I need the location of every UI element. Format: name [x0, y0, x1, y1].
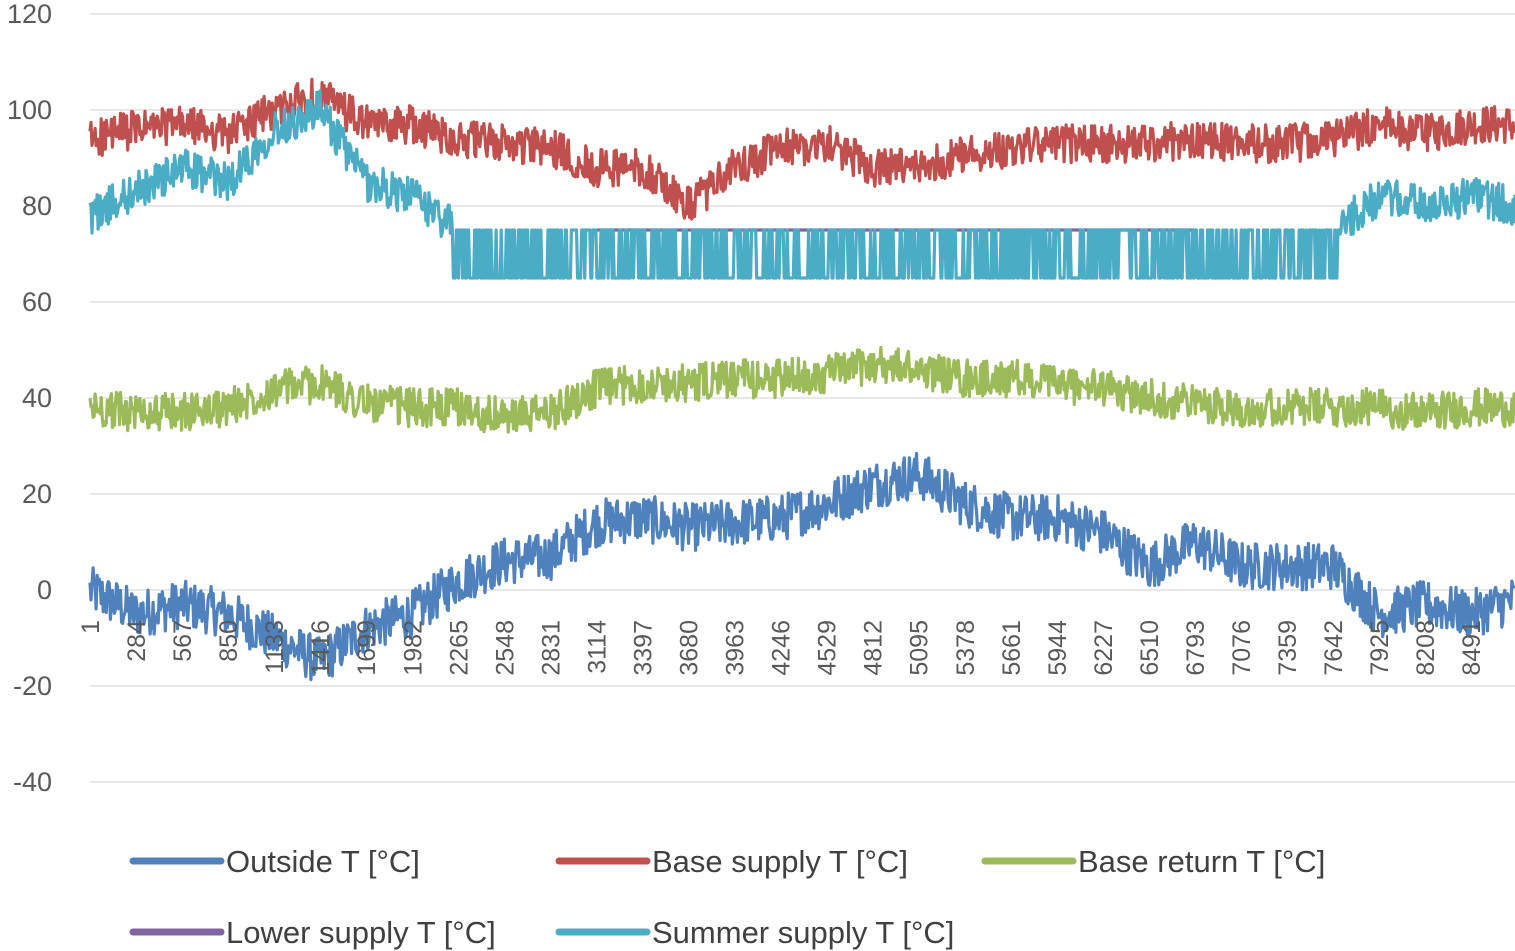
x-tick-label-2548: 2548: [491, 620, 519, 676]
y-tick-label--40: -40: [13, 767, 52, 797]
y-axis-tick-labels: -40 -20 0 20 40 60 80 100 120: [7, 0, 52, 797]
x-tick-label-1416: 1416: [307, 620, 335, 676]
x-tick-label-6793: 6793: [1182, 620, 1210, 676]
x-tick-label-6510: 6510: [1136, 620, 1164, 676]
y-tick-label-100: 100: [7, 95, 52, 125]
x-tick-label-2265: 2265: [445, 620, 473, 676]
x-tick-label-284: 284: [123, 620, 151, 662]
x-tick-label-5095: 5095: [906, 620, 934, 676]
x-tick-label-2831: 2831: [537, 620, 565, 676]
legend-label-3: Lower supply T [°C]: [226, 915, 496, 950]
legend: Outside T [°C] Base supply T [°C] Base ret…: [129, 844, 1325, 950]
x-tick-label-850: 850: [215, 620, 243, 662]
legend-label-4: Summer supply T [°C]: [652, 915, 954, 950]
x-tick-label-5944: 5944: [1044, 620, 1072, 676]
y-tick-label--20: -20: [13, 671, 52, 701]
x-tick-label-5378: 5378: [952, 620, 980, 676]
y-tick-label-40: 40: [22, 383, 52, 413]
y-tick-label-120: 120: [7, 0, 52, 29]
y-tick-label-60: 60: [22, 287, 52, 317]
series-lines: [88, 77, 1515, 682]
x-tick-label-1: 1: [77, 620, 105, 634]
x-tick-label-3963: 3963: [722, 620, 750, 676]
x-tick-label-7642: 7642: [1320, 620, 1348, 676]
x-tick-label-4529: 4529: [814, 620, 842, 676]
x-tick-label-1699: 1699: [353, 620, 381, 676]
x-tick-label-4812: 4812: [860, 620, 888, 676]
x-tick-label-7076: 7076: [1228, 620, 1256, 676]
x-tick-label-4246: 4246: [768, 620, 796, 676]
x-tick-label-5661: 5661: [998, 620, 1026, 676]
x-tick-label-567: 567: [169, 620, 197, 662]
y-tick-label-0: 0: [37, 575, 52, 605]
legend-label-0: Outside T [°C]: [226, 844, 420, 879]
legend-label-2: Base return T [°C]: [1078, 844, 1325, 879]
x-tick-label-3397: 3397: [629, 620, 657, 676]
x-tick-label-8208: 8208: [1412, 620, 1440, 676]
x-tick-label-7359: 7359: [1274, 620, 1302, 676]
gridlines: [90, 13, 1515, 783]
series-line-2: [88, 345, 1515, 434]
series-line-1: [88, 77, 1515, 221]
series-line-4: [88, 89, 1515, 280]
x-tick-label-7925: 7925: [1366, 620, 1394, 676]
y-tick-label-80: 80: [22, 191, 52, 221]
x-tick-label-6227: 6227: [1090, 620, 1118, 676]
x-tick-label-3680: 3680: [676, 620, 704, 676]
x-tick-label-1982: 1982: [399, 620, 427, 676]
x-tick-label-8491: 8491: [1458, 620, 1486, 676]
series-line-0: [88, 451, 1515, 682]
x-tick-label-1133: 1133: [261, 620, 289, 674]
y-tick-label-20: 20: [22, 479, 52, 509]
x-tick-label-3114: 3114: [583, 620, 611, 674]
x-axis-tick-labels: 1 284 567 850 1133 1416 1699 1982 2265 2548 2831 31…: [77, 620, 1486, 676]
legend-label-1: Base supply T [°C]: [652, 844, 908, 879]
